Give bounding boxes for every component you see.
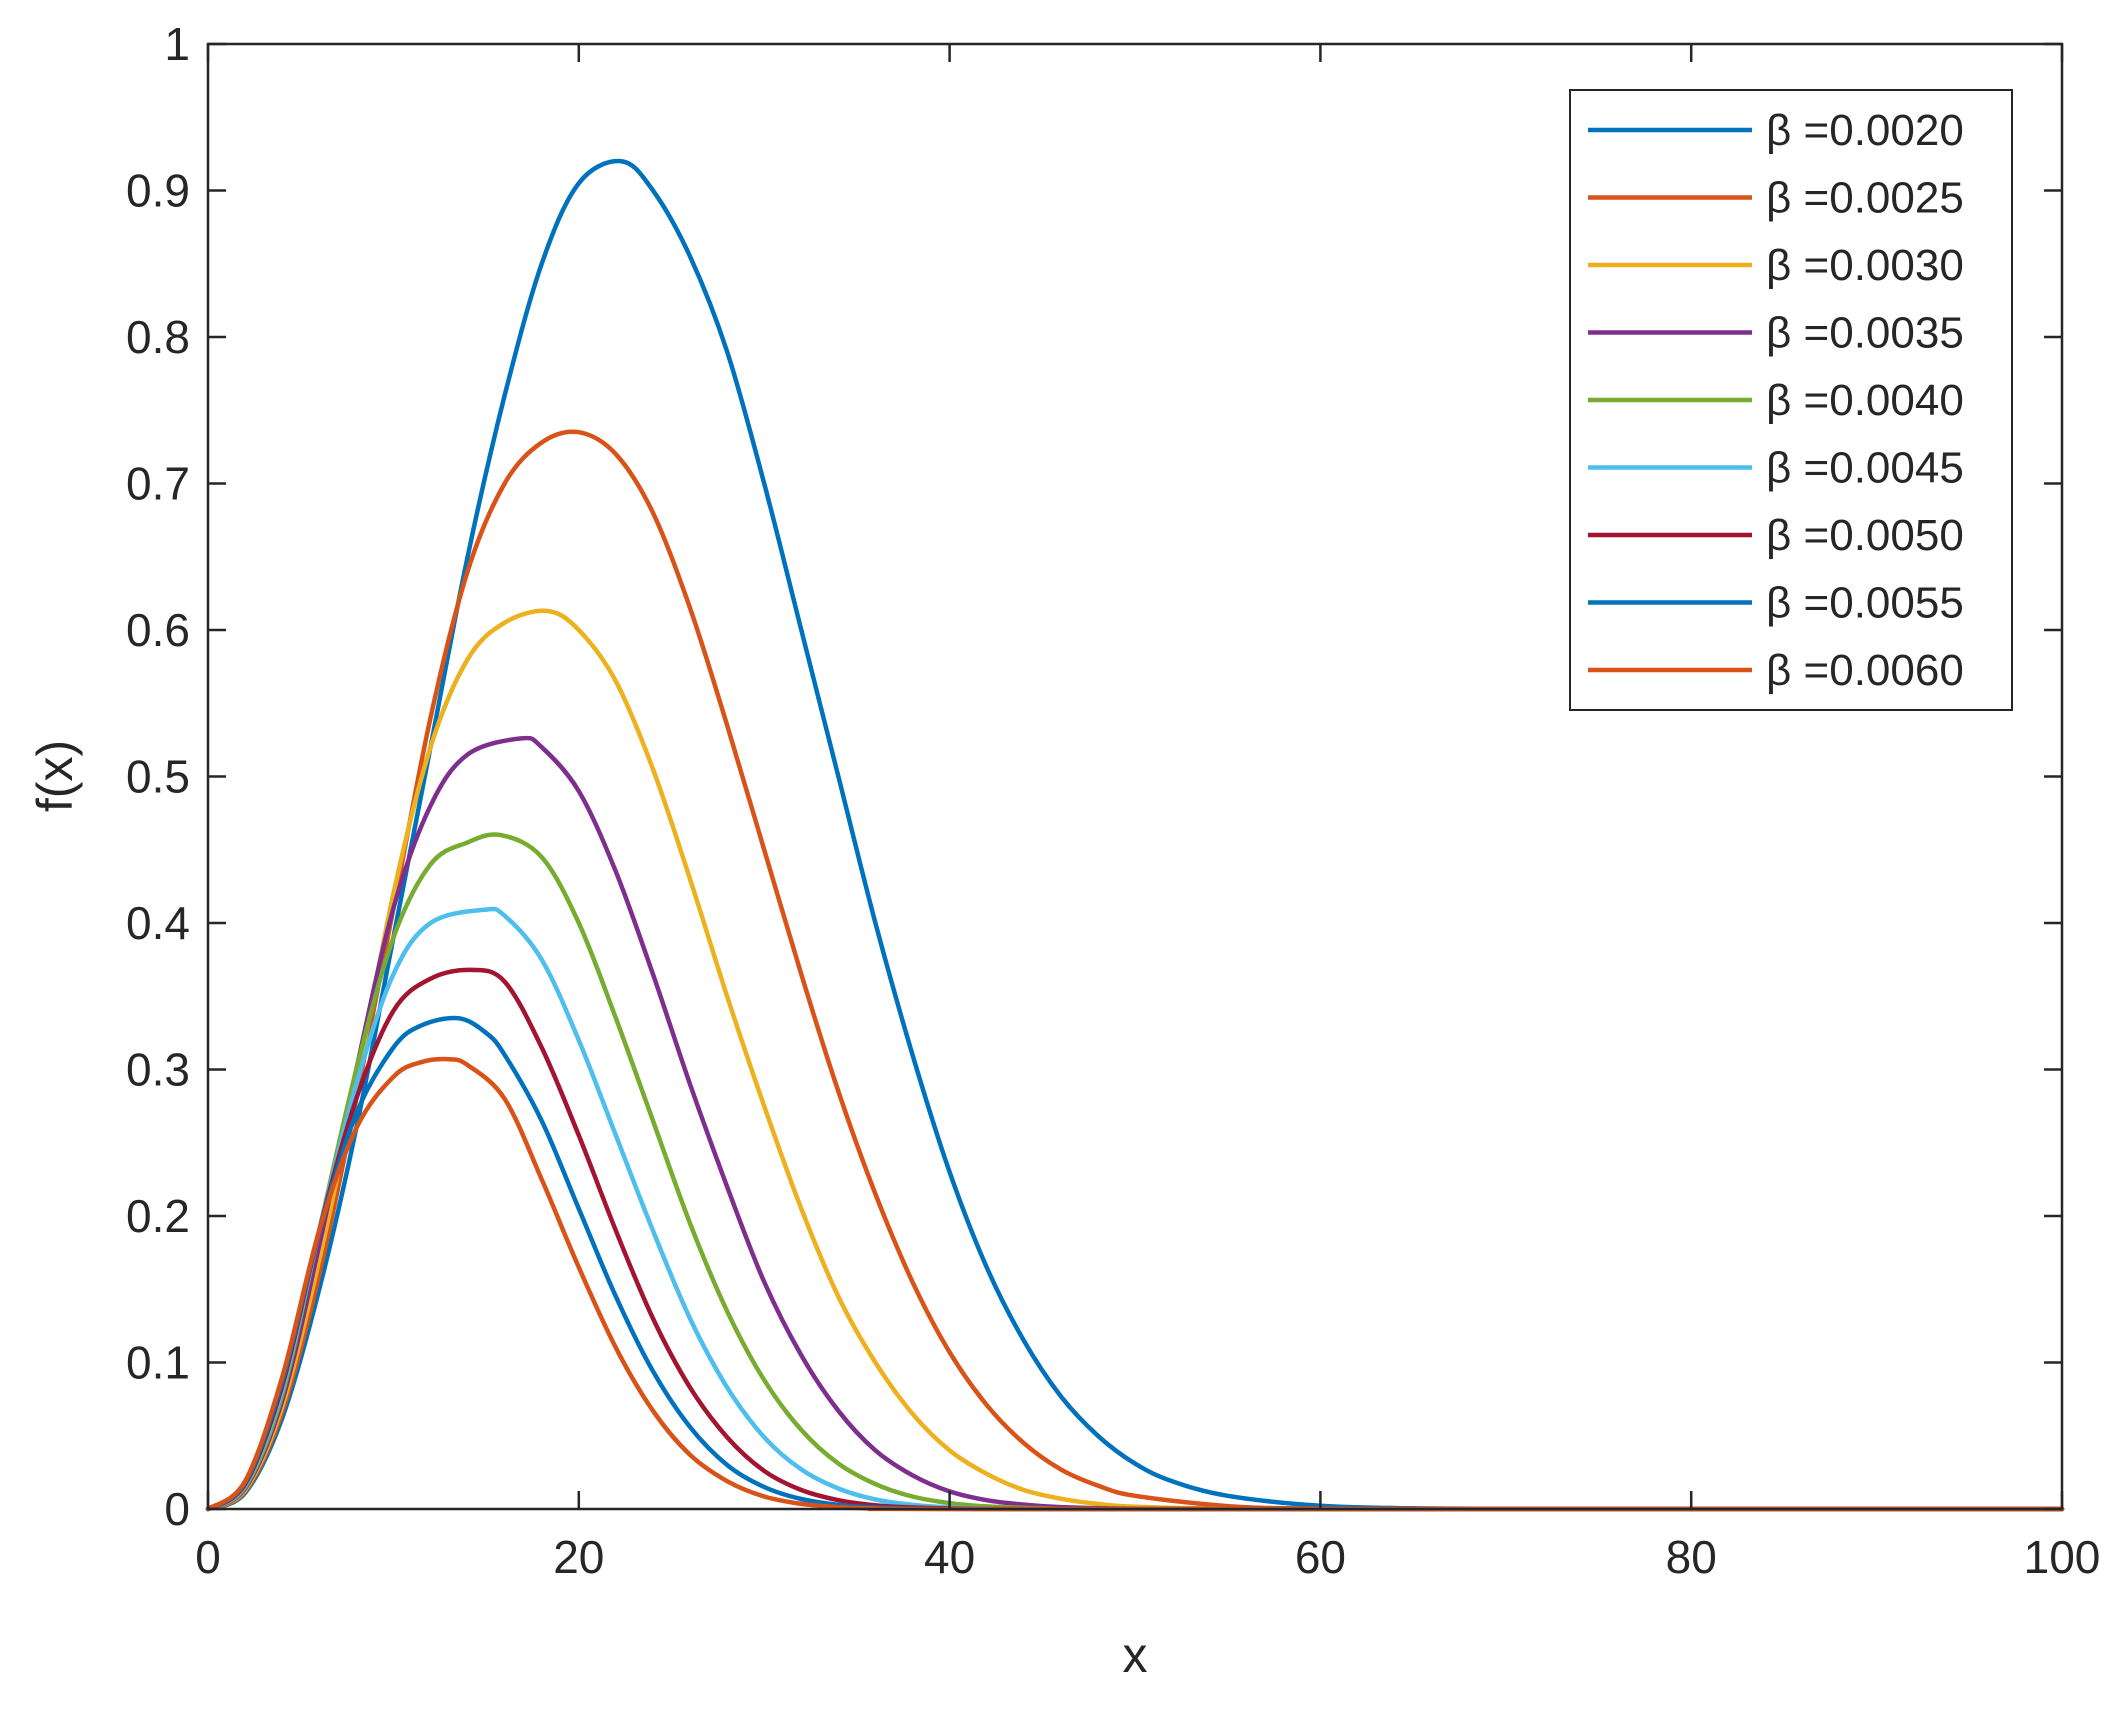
legend-label-5: β =0.0040 bbox=[1766, 376, 1964, 425]
x-tick-label: 0 bbox=[195, 1531, 221, 1583]
y-tick-label: 0.7 bbox=[126, 458, 190, 510]
legend-label-2: β =0.0025 bbox=[1766, 174, 1964, 223]
x-tick-label: 20 bbox=[553, 1531, 604, 1583]
legend-label-9: β =0.0060 bbox=[1766, 646, 1964, 695]
x-axis-label: x bbox=[1123, 1627, 1148, 1683]
y-tick-label: 1 bbox=[164, 18, 190, 70]
y-axis-label: f(x) bbox=[27, 740, 83, 812]
y-tick-label: 0.9 bbox=[126, 165, 190, 217]
x-tick-label: 100 bbox=[2024, 1531, 2101, 1583]
legend-label-4: β =0.0035 bbox=[1766, 309, 1964, 358]
y-axis-ticks: 0 0.1 0.2 0.3 0.4 0.5 0.6 0.7 0.8 0.9 1 bbox=[126, 18, 2062, 1535]
y-tick-label: 0.5 bbox=[126, 751, 190, 803]
legend-label-3: β =0.0030 bbox=[1766, 241, 1964, 290]
legend-label-1: β =0.0020 bbox=[1766, 106, 1964, 155]
legend-label-6: β =0.0045 bbox=[1766, 444, 1964, 493]
y-tick-label: 0.6 bbox=[126, 604, 190, 656]
x-axis-ticks: 0 20 40 60 80 100 bbox=[195, 44, 2100, 1583]
y-tick-label: 0 bbox=[164, 1483, 190, 1535]
y-tick-label: 0.8 bbox=[126, 311, 190, 363]
y-tick-label: 0.3 bbox=[126, 1044, 190, 1096]
legend: β =0.0020 β =0.0025 β =0.0030 β =0.0035 β =0… bbox=[1569, 89, 2013, 711]
x-tick-label: 60 bbox=[1295, 1531, 1346, 1583]
y-tick-label: 0.1 bbox=[126, 1337, 190, 1389]
x-tick-label: 80 bbox=[1666, 1531, 1717, 1583]
y-tick-label: 0.4 bbox=[126, 897, 190, 949]
legend-label-8: β =0.0055 bbox=[1766, 579, 1964, 628]
x-tick-label: 40 bbox=[924, 1531, 975, 1583]
y-tick-label: 0.2 bbox=[126, 1190, 190, 1242]
legend-label-7: β =0.0050 bbox=[1766, 511, 1964, 560]
